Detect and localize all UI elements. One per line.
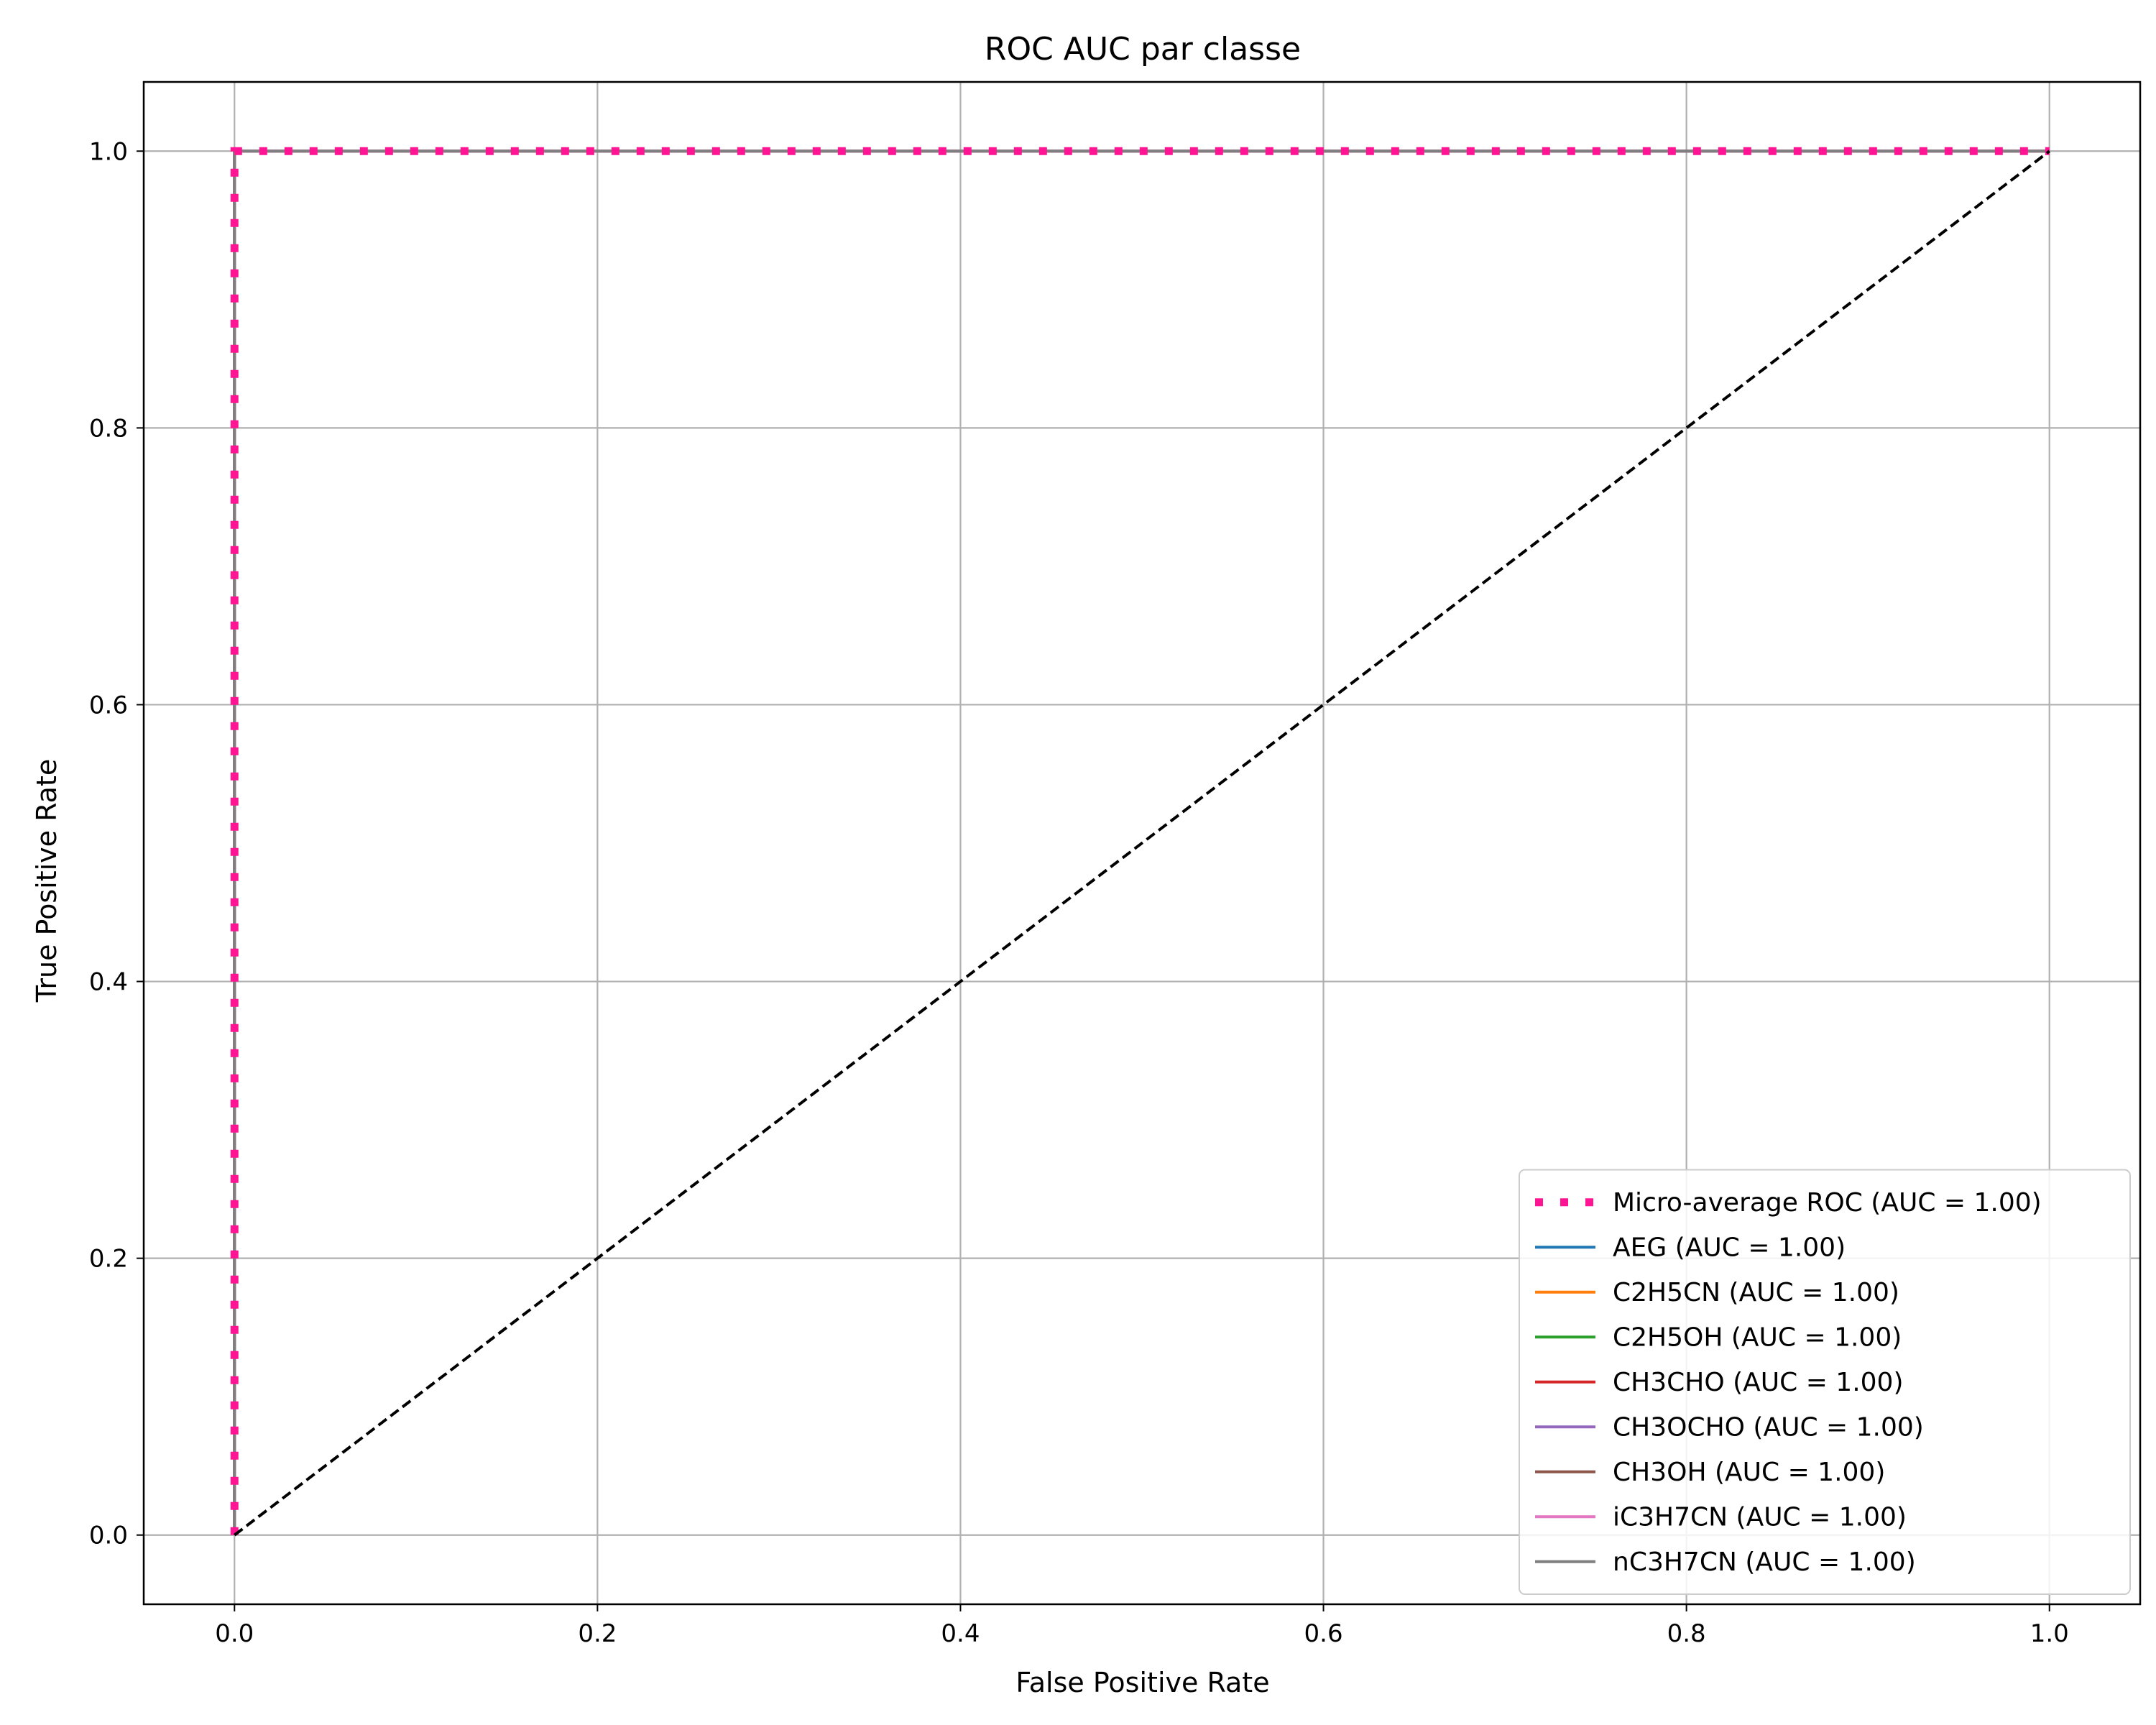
x-tick-label-3: 0.6 — [1304, 1619, 1343, 1648]
legend: Micro-average ROC (AUC = 1.00) AEG (AUC =… — [1519, 1169, 2131, 1595]
legend-label-0: Micro-average ROC (AUC = 1.00) — [1613, 1188, 2042, 1218]
legend-label-8: nC3H7CN (AUC = 1.00) — [1613, 1547, 1916, 1577]
x-axis-ticks: 0.0 0.2 0.4 0.6 0.8 1.0 — [215, 1604, 2069, 1648]
chance-diagonal-line — [234, 150, 2050, 1537]
y-tick-label-2: 0.4 — [89, 968, 128, 997]
legend-label-3: C2H5OH (AUC = 1.00) — [1613, 1322, 1902, 1352]
x-axis-label: False Positive Rate — [1015, 1667, 1269, 1698]
legend-box — [1519, 1169, 2131, 1595]
x-tick-label-2: 0.4 — [941, 1619, 980, 1648]
x-tick-label-4: 0.8 — [1667, 1619, 1706, 1648]
series-line-micro-average — [230, 147, 2050, 1535]
legend-label-2: C2H5CN (AUC = 1.00) — [1613, 1278, 1899, 1307]
y-tick-label-4: 0.8 — [89, 414, 128, 443]
y-tick-label-5: 1.0 — [89, 137, 128, 166]
legend-label-1: AEG (AUC = 1.00) — [1613, 1233, 1846, 1262]
x-tick-label-0: 0.0 — [215, 1619, 254, 1648]
y-axis-label: True Positive Rate — [31, 759, 63, 1003]
plot-frame — [142, 80, 2142, 1606]
chart-title: ROC AUC par classe — [985, 31, 1301, 68]
plot-series — [230, 147, 2050, 1537]
y-tick-label-0: 0.0 — [89, 1522, 128, 1550]
legend-label-6: CH3OH (AUC = 1.00) — [1613, 1458, 1885, 1487]
y-axis-ticks: 0.0 0.2 0.4 0.6 0.8 1.0 — [89, 137, 144, 1550]
x-tick-label-5: 1.0 — [2030, 1619, 2069, 1648]
legend-label-7: iC3H7CN (AUC = 1.00) — [1613, 1502, 1907, 1532]
y-tick-label-3: 0.6 — [89, 691, 128, 719]
y-tick-label-1: 0.2 — [89, 1245, 128, 1274]
legend-label-5: CH3OCHO (AUC = 1.00) — [1613, 1412, 1924, 1442]
legend-label-4: CH3CHO (AUC = 1.00) — [1613, 1368, 1904, 1397]
x-tick-label-1: 0.2 — [578, 1619, 617, 1648]
grid-lines — [144, 82, 2140, 1604]
